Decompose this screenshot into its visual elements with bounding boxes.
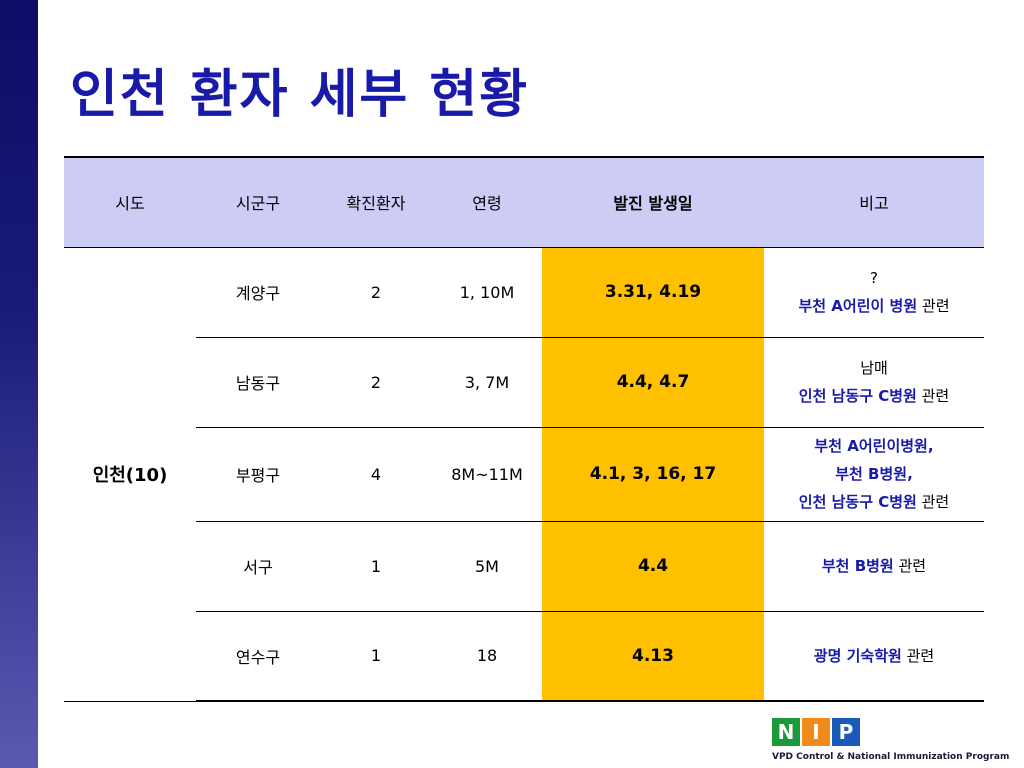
header-district: 시군구 [196, 156, 320, 248]
remarks-cell: 부천 A어린이병원, 부천 B병원, 인천 남동구 C병원 관련 [764, 427, 984, 522]
remarks-facility: 부천 B병원 [821, 557, 894, 575]
remarks-cell: 부천 B병원 관련 [764, 521, 984, 612]
remarks-facility: 부천 B병원, [835, 465, 913, 483]
remarks-text: 관련 [901, 646, 935, 665]
remarks-text: 관련 [916, 493, 950, 511]
remarks-line: 부천 A어린이병원, [768, 432, 980, 460]
onset-date-cell: 3.31, 4.19 [542, 247, 764, 338]
district-cell: 서구 [196, 521, 320, 612]
remarks-text: 남매 [860, 359, 888, 377]
remarks-line: ? [768, 264, 980, 292]
remarks-text: 관련 [917, 297, 950, 315]
table-header-row: 시도 시군구 확진환자 연령 발진 발생일 비고 [64, 156, 984, 248]
remarks-line: 남매 [768, 354, 980, 382]
remarks-line: 인천 남동구 C병원 관련 [768, 382, 980, 410]
remarks-line: 부천 A어린이 병원 관련 [768, 292, 980, 320]
cases-cell: 4 [320, 427, 432, 522]
table-row: 연수구 1 18 4.13 광명 기숙학원 관련 [64, 611, 984, 702]
onset-date-cell: 4.4 [542, 521, 764, 612]
age-cell: 5M [432, 521, 542, 612]
nip-logo-letter: N [772, 718, 800, 746]
header-confirmed-cases: 확진환자 [320, 156, 432, 248]
onset-date-cell: 4.1, 3, 16, 17 [542, 427, 764, 522]
remarks-text: 관련 [916, 387, 950, 405]
age-cell: 18 [432, 611, 542, 702]
patient-status-table: 시도 시군구 확진환자 연령 발진 발생일 비고 인천(10) 계양구 2 1, 10… [64, 156, 984, 702]
remarks-text: ? [870, 269, 878, 287]
header-province: 시도 [64, 156, 196, 248]
onset-date-cell: 4.4, 4.7 [542, 337, 764, 428]
header-remarks: 비고 [764, 156, 984, 248]
age-cell: 8M~11M [432, 427, 542, 522]
cases-cell: 1 [320, 611, 432, 702]
district-cell: 연수구 [196, 611, 320, 702]
remarks-cell: ? 부천 A어린이 병원 관련 [764, 247, 984, 338]
remarks-line: 부천 B병원, [768, 460, 980, 488]
remarks-cell: 광명 기숙학원 관련 [764, 611, 984, 702]
remarks-facility: 인천 남동구 C병원 [798, 387, 917, 405]
cases-cell: 2 [320, 337, 432, 428]
remarks-text: 관련 [893, 557, 927, 575]
remarks-line: 인천 남동구 C병원 관련 [768, 488, 980, 516]
remarks-facility: 인천 남동구 C병원 [798, 493, 917, 511]
age-cell: 1, 10M [432, 247, 542, 338]
district-cell: 남동구 [196, 337, 320, 428]
district-cell: 부평구 [196, 427, 320, 522]
cases-cell: 1 [320, 521, 432, 612]
district-cell: 계양구 [196, 247, 320, 338]
nip-logo-letter: I [802, 718, 830, 746]
remarks-facility: 부천 A어린이병원, [814, 437, 934, 455]
cases-cell: 2 [320, 247, 432, 338]
table-row: 인천(10) 계양구 2 1, 10M 3.31, 4.19? 부천 A어린이 병원 관련 [64, 247, 984, 702]
page-title: 인천 환자 세부 현황 [70, 65, 530, 125]
nip-logo-letter: P [832, 718, 860, 746]
table-row: 서구 1 5M 4.4 부천 B병원 관련 [64, 521, 984, 612]
side-accent-bar [0, 0, 38, 768]
nip-logo-caption: VPD Control & National Immunization Prog… [772, 752, 1010, 762]
remarks-facility: 광명 기숙학원 [813, 646, 902, 665]
header-rash-onset-date: 발진 발생일 [542, 156, 764, 248]
remarks-facility: 부천 A어린이 병원 [798, 297, 918, 315]
remarks-line: 광명 기숙학원 관련 [768, 642, 980, 670]
province-cell: 인천(10) [64, 247, 196, 702]
remarks-line: 부천 B병원 관련 [768, 552, 980, 580]
onset-date-cell: 4.13 [542, 611, 764, 702]
header-age: 연령 [432, 156, 542, 248]
table-row: 부평구 4 8M~11M 4.1, 3, 16, 17 부천 A어린이병원, 부천 B병원… [64, 427, 984, 522]
age-cell: 3, 7M [432, 337, 542, 428]
table-row: 남동구 2 3, 7M 4.4, 4.7 남매 인천 남동구 C병원 관련 [64, 337, 984, 428]
